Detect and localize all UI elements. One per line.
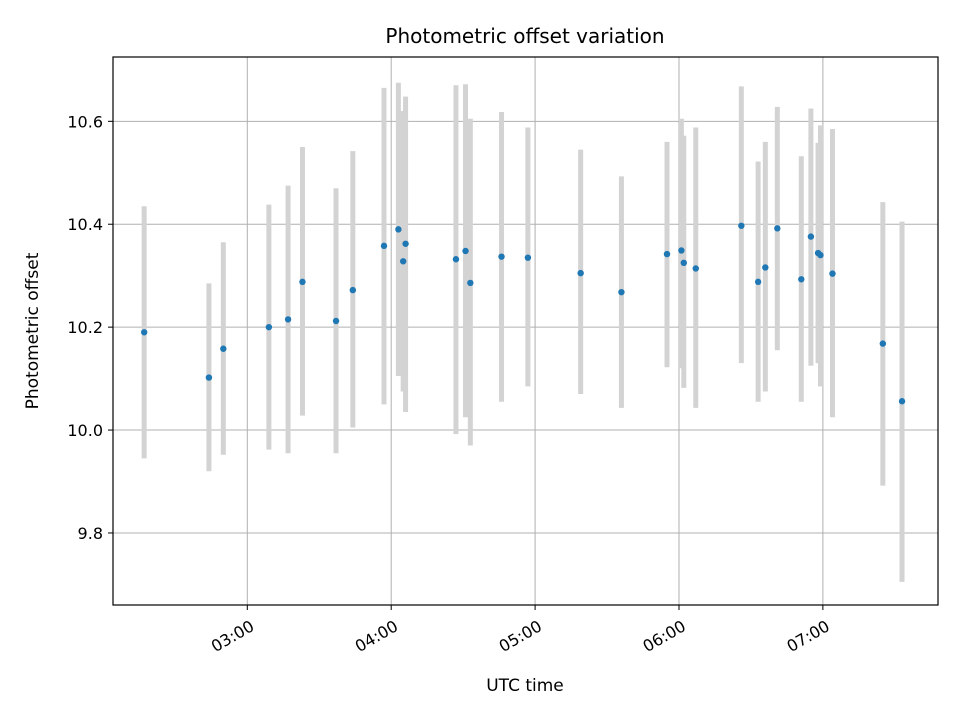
data-point	[817, 251, 824, 259]
data-point	[498, 253, 505, 260]
y-tick-label: 10.4	[67, 215, 103, 234]
point-layer	[140, 222, 906, 405]
data-point	[680, 259, 687, 267]
data-point	[829, 270, 836, 277]
chart-title: Photometric offset variation	[385, 24, 664, 48]
data-point	[299, 278, 306, 286]
data-point	[879, 340, 887, 347]
data-point	[265, 323, 273, 331]
y-tick-label: 10.0	[67, 421, 103, 440]
data-point	[140, 329, 148, 336]
data-point	[452, 256, 460, 263]
data-point	[380, 242, 388, 250]
data-point	[462, 247, 469, 255]
data-point	[220, 345, 227, 352]
data-point	[399, 258, 407, 265]
y-tick-label: 9.8	[78, 524, 103, 543]
data-point	[663, 250, 671, 258]
data-point	[754, 278, 762, 286]
data-point	[467, 279, 474, 287]
data-point	[395, 226, 402, 233]
data-point	[577, 269, 584, 277]
data-point	[678, 247, 685, 254]
data-point	[798, 276, 805, 283]
data-point	[807, 233, 815, 240]
data-point	[898, 398, 906, 405]
data-point	[762, 264, 769, 271]
y-tick-label: 10.2	[67, 318, 103, 337]
grid-layer	[113, 57, 938, 605]
y-tick-label: 10.6	[67, 112, 103, 131]
data-point	[692, 265, 699, 272]
data-point	[332, 317, 340, 325]
plot-frame	[112, 56, 939, 606]
data-point	[618, 288, 625, 296]
data-point	[284, 316, 292, 323]
x-axis-label: UTC time	[486, 676, 564, 696]
data-point	[402, 240, 409, 247]
y-axis-label: Photometric offset	[23, 252, 43, 409]
data-point	[524, 254, 532, 261]
data-point	[738, 222, 745, 229]
data-point	[774, 225, 781, 232]
data-point	[349, 286, 357, 294]
data-point	[205, 374, 213, 381]
